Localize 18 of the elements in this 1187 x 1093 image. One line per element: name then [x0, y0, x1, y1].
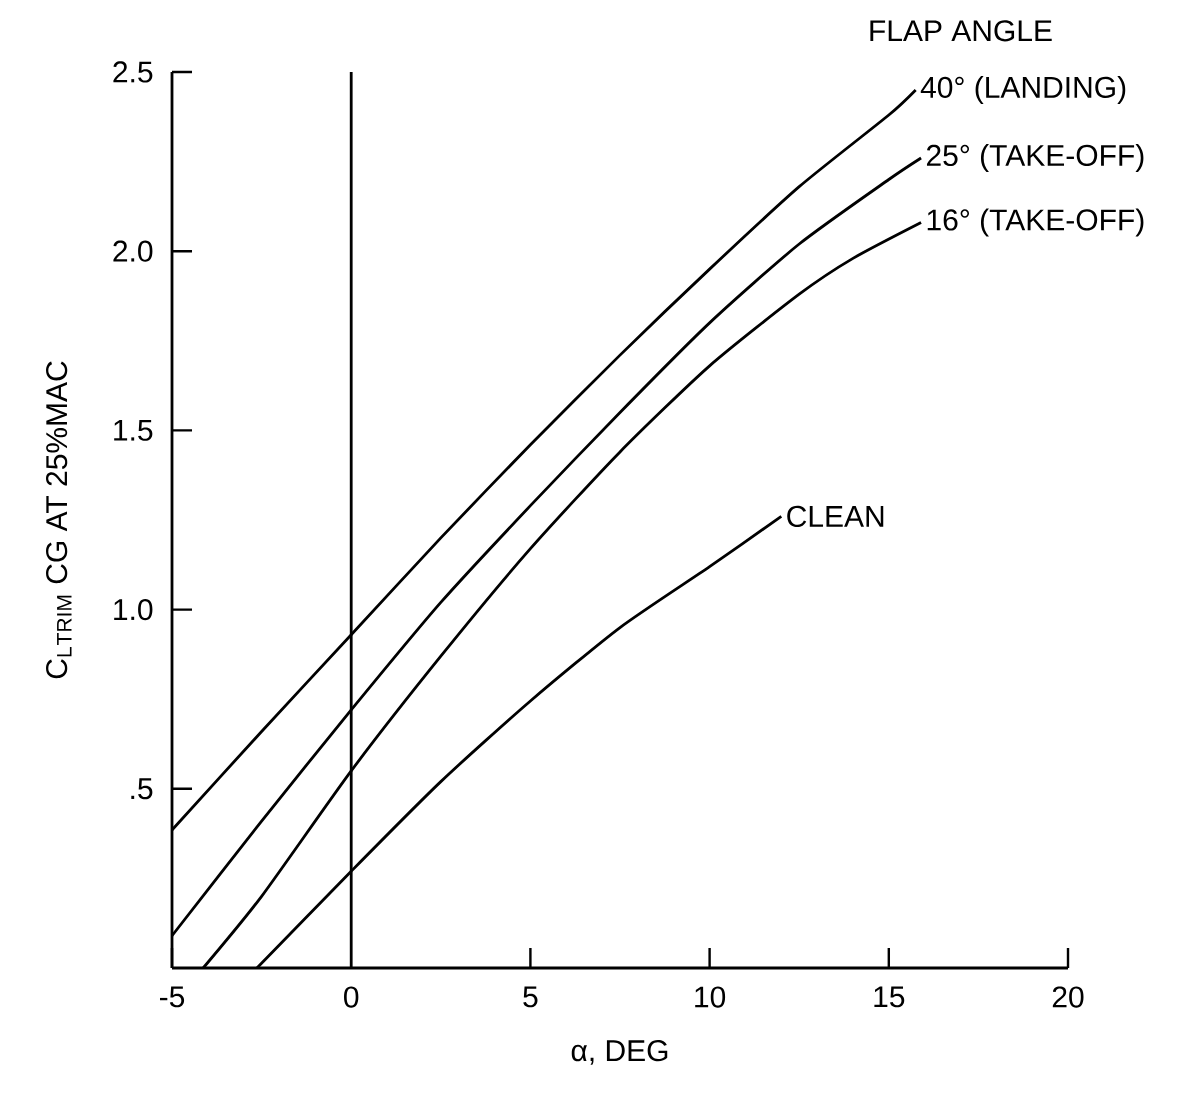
x-tick-label: 15: [874, 986, 905, 1008]
series-label: CLEAN: [787, 505, 884, 528]
series-label: 25° (TAKE-OFF): [926, 144, 1144, 172]
text: FLAP ANGLE: [870, 20, 1052, 42]
x-tick-label: 20: [1052, 986, 1084, 1008]
y-tick-label: 1.5: [114, 419, 153, 441]
x-tick-label: 5: [523, 986, 538, 1008]
y-axis-title: C$_{LTRIM}$ CG AT 25%MAC: [46, 361, 72, 679]
series-label: 40° (LANDING): [920, 75, 1126, 104]
y-tick-label: 2.0: [113, 240, 153, 262]
x-axis-title: α, DEG: [571, 1040, 668, 1065]
x-tick-label: 0: [344, 986, 359, 1008]
x-tick-label: 10: [695, 986, 726, 1008]
series-label: 16° (TAKE-OFF): [927, 208, 1144, 237]
x-tick-label: -5: [159, 986, 185, 1008]
y-tick-label: 2.5: [113, 61, 153, 83]
y-tick-label: 1.0: [114, 598, 153, 621]
y-tick-label: .5: [131, 778, 153, 800]
